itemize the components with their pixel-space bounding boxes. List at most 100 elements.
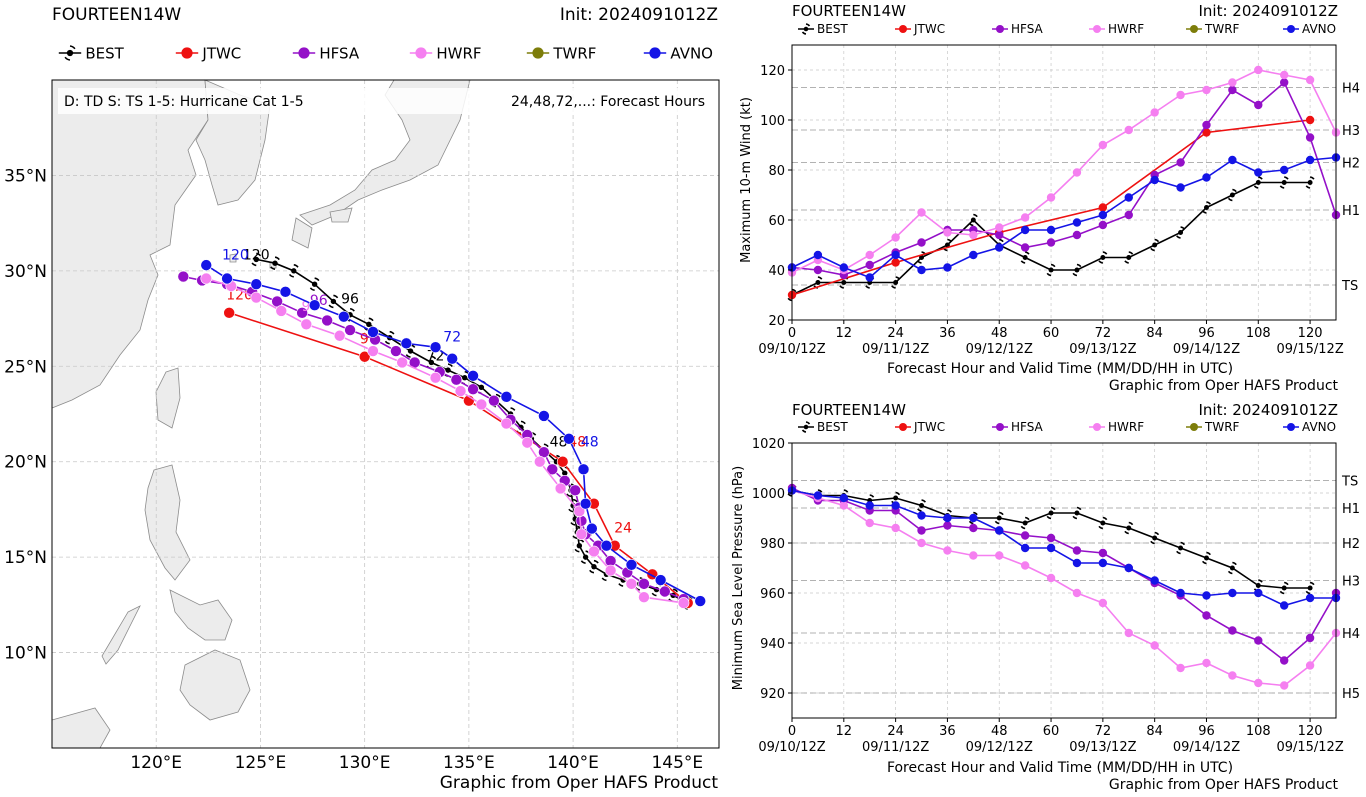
data-point-hfsa xyxy=(917,238,926,247)
land-kyushu xyxy=(291,217,313,249)
best-data-point xyxy=(1253,176,1263,189)
forecast-hour-label: 96 xyxy=(341,291,359,307)
forecast-hour-label: 120 xyxy=(243,247,270,263)
track-point-hfsa xyxy=(177,270,190,283)
data-point-hwrf xyxy=(1176,663,1185,673)
track-point-avno xyxy=(467,370,479,382)
data-point-hwrf xyxy=(1124,125,1133,135)
best-data-point xyxy=(1020,251,1030,264)
track-point-hwrf xyxy=(454,385,467,397)
track-point-avno xyxy=(625,558,638,571)
data-point-avno xyxy=(1046,225,1056,235)
map-title-left: FOURTEEN14W xyxy=(52,5,181,25)
legend-label-hfsa: HFSA xyxy=(1011,22,1044,36)
land-mindanao xyxy=(179,649,251,721)
data-point-hwrf xyxy=(1305,661,1315,670)
x-tick-label: 48 xyxy=(991,724,1008,739)
lon-tick-label: 140°E xyxy=(547,753,599,773)
track-point-hfsa xyxy=(569,484,581,497)
legend-label-hwrf: HWRF xyxy=(1108,22,1144,36)
data-point-jtwc xyxy=(1202,128,1211,137)
track-point-jtwc xyxy=(556,455,569,468)
data-point-hwrf xyxy=(969,551,978,560)
y-tick-label: 1020 xyxy=(752,437,785,452)
best-track-point xyxy=(309,277,320,292)
data-point-avno xyxy=(1072,558,1082,568)
data-point-hfsa xyxy=(1279,656,1289,665)
x-tick-label: 108 xyxy=(1246,326,1271,341)
data-point-hwrf xyxy=(891,523,900,533)
data-point-hfsa xyxy=(1098,548,1108,558)
data-point-avno xyxy=(1046,543,1056,553)
pres-legend: BEST JTWC HFSA HWRF TWRF AVNO xyxy=(798,420,1336,434)
data-point-avno xyxy=(813,250,823,260)
best-data-point xyxy=(1201,201,1211,214)
series-line-hfsa xyxy=(791,81,1337,276)
data-point-hwrf xyxy=(1228,671,1237,680)
data-point-avno xyxy=(917,511,926,520)
best-data-point xyxy=(891,276,901,289)
track-point-hwrf xyxy=(367,345,379,357)
track-point-hwrf xyxy=(275,305,288,317)
category-label-h5: H5 xyxy=(1342,687,1360,702)
data-point-hfsa xyxy=(1228,85,1237,95)
best-track-point xyxy=(270,256,280,271)
legend-marker-hwrf xyxy=(415,47,427,59)
data-point-hfsa xyxy=(813,265,823,275)
x-tick-label: 96 xyxy=(1198,724,1215,739)
land-visayas xyxy=(169,589,233,641)
best-data-point xyxy=(1201,551,1211,565)
lat-tick-label: 15°N xyxy=(4,548,47,568)
track-point-hwrf xyxy=(429,371,442,384)
track-point-hfsa xyxy=(575,515,588,527)
x-tick-label: 120 xyxy=(1298,326,1323,341)
best-data-point xyxy=(1046,506,1056,520)
hurricane-symbol-icon xyxy=(64,45,76,61)
legend-marker-avno xyxy=(1287,423,1295,431)
data-point-hfsa xyxy=(995,230,1004,240)
data-point-avno xyxy=(917,265,926,275)
data-point-hfsa xyxy=(1046,533,1056,543)
data-point-avno xyxy=(1098,558,1108,568)
best-data-point xyxy=(1098,251,1108,264)
track-point-avno xyxy=(429,341,442,354)
data-point-avno xyxy=(1305,155,1315,165)
data-point-avno xyxy=(1176,183,1185,192)
map-area: 1209672482412096482496961207248 D: TD S:… xyxy=(51,79,720,749)
data-point-hfsa xyxy=(1254,636,1263,645)
date-tick-label: 09/11/12Z xyxy=(862,740,929,755)
data-point-avno xyxy=(1124,193,1133,202)
plot-frame xyxy=(791,442,1337,719)
track-point-hwrf xyxy=(604,564,617,577)
map-axis-labels: 120°E 125°E 130°E 135°E 140°E 145°E 10°N 15°N 20… xyxy=(4,166,703,773)
pres-ylabel: Minimum Sea Level Pressure (hPa) xyxy=(731,466,746,690)
data-point-hfsa xyxy=(1202,611,1211,620)
x-tick-label: 0 xyxy=(788,326,796,341)
data-point-hwrf xyxy=(1228,78,1237,87)
series-line-avno xyxy=(791,489,1336,607)
data-point-hwrf xyxy=(1279,70,1289,80)
data-point-hfsa xyxy=(943,521,952,530)
y-tick-label: 1000 xyxy=(752,487,785,502)
best-track-point xyxy=(589,559,599,574)
data-point-avno xyxy=(969,513,978,523)
wind-title-left: FOURTEEN14W xyxy=(792,2,906,20)
y-tick-label: 20 xyxy=(768,314,785,329)
data-point-hwrf xyxy=(1279,681,1289,690)
track-point-avno xyxy=(400,337,413,350)
legend-marker-hwrf xyxy=(1093,423,1101,431)
data-point-hwrf xyxy=(1020,561,1030,570)
data-point-hwrf xyxy=(1020,213,1030,222)
legend-label-hfsa: HFSA xyxy=(1011,420,1044,434)
data-point-hwrf xyxy=(1072,168,1082,177)
category-label-h2: H2 xyxy=(1342,157,1360,172)
data-point-avno xyxy=(943,513,952,523)
legend-label-jtwc: JTWC xyxy=(201,44,241,62)
data-point-jtwc xyxy=(891,258,900,267)
pres-plot: TS H1 H2 H3 H4 H5 0 12 24 36 48 60 72 84 96 108 120 09/10… xyxy=(752,437,1360,755)
track-point-hwrf xyxy=(396,356,408,369)
data-point-hwrf xyxy=(1072,588,1082,598)
track-point-hwrf xyxy=(533,455,546,468)
series-line-avno xyxy=(791,156,1337,279)
forecast-hour-label: 48 xyxy=(581,434,599,450)
